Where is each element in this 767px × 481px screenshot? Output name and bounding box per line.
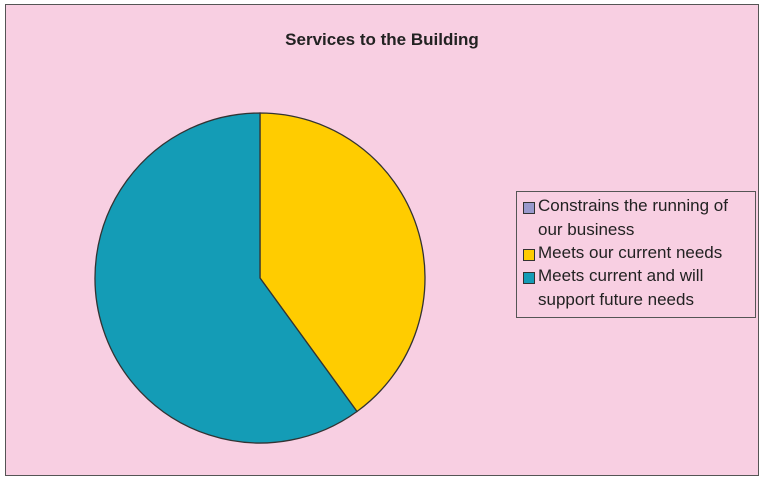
legend-swatch [523,272,535,284]
legend: Constrains the running of our business M… [516,191,756,318]
legend-item: Constrains the running of our business [523,196,749,242]
pie-chart [94,112,426,444]
chart-area: Services to the Building Constrains the … [5,4,759,476]
legend-label: Meets our current needs [538,243,723,262]
pie-slice [94,112,358,444]
pie-slice [259,112,426,413]
legend-label: Meets current and will support future ne… [538,266,704,309]
legend-item: Meets current and will support future ne… [523,266,749,312]
chart-title: Services to the Building [285,30,479,49]
legend-item: Meets our current needs [523,243,749,265]
legend-swatch [523,202,535,214]
legend-swatch [523,249,535,261]
legend-label: Constrains the running of our business [538,196,728,239]
